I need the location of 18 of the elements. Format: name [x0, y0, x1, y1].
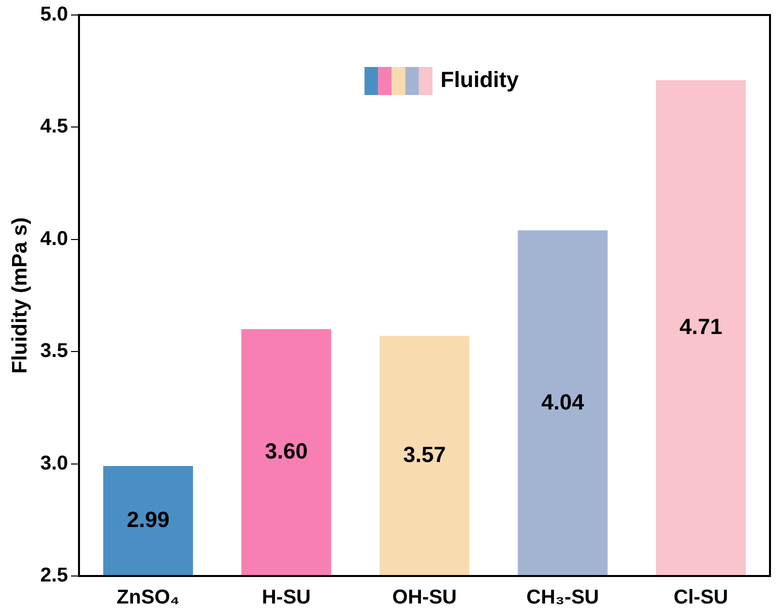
x-tick-label: Cl-SU — [674, 586, 728, 609]
y-tick-label: 5.0 — [40, 4, 68, 26]
y-tick-label: 4.5 — [40, 116, 68, 138]
legend-label: Fluidity — [440, 67, 520, 92]
data-label: 3.57 — [403, 442, 446, 468]
x-tick-label: ZnSO₄ — [116, 586, 180, 609]
y-tick-label: 3.5 — [40, 340, 68, 362]
data-label: 2.99 — [126, 507, 170, 532]
y-tick-label: 3.0 — [40, 452, 68, 474]
x-tick-label: H-SU — [262, 586, 311, 609]
data-label: 4.71 — [679, 314, 722, 340]
y-axis-title: Fluidity (mPa s) — [8, 217, 32, 374]
y-tick-label: 4.0 — [40, 228, 68, 250]
data-label: 4.04 — [541, 389, 585, 414]
data-label: 3.60 — [264, 438, 308, 464]
x-tick-label: OH-SU — [392, 586, 457, 609]
x-tick-label: CH₃-SU — [526, 586, 599, 609]
y-tick-label: 2.5 — [40, 564, 68, 587]
